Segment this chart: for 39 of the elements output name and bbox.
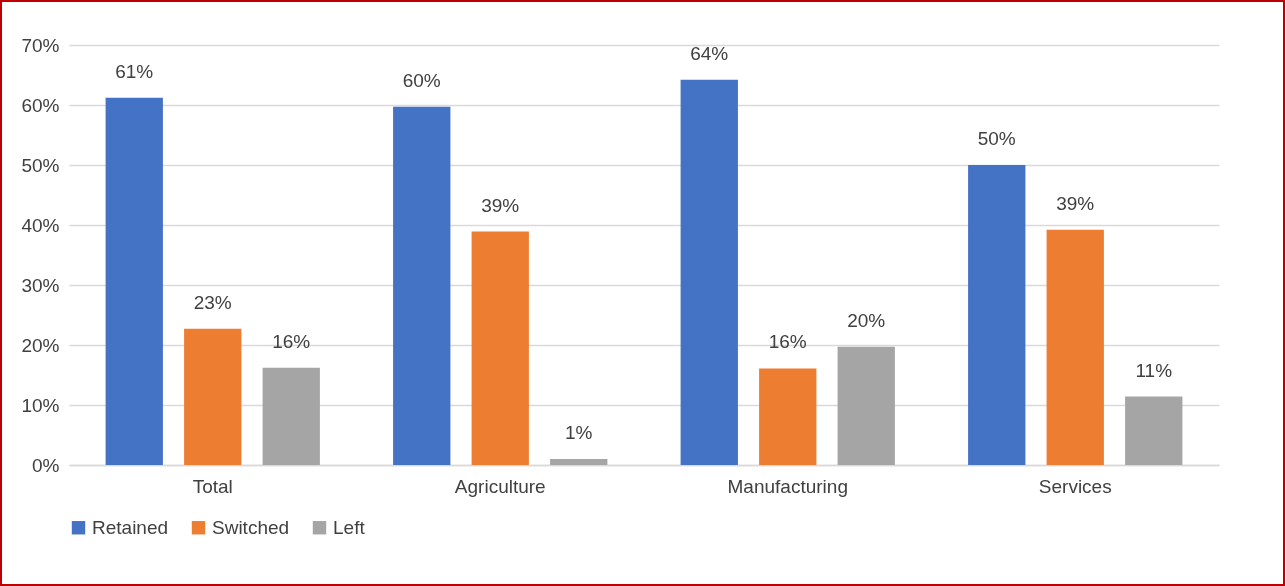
y-tick-label: 20% <box>21 334 60 356</box>
data-label: 11% <box>1135 359 1173 381</box>
bar <box>550 459 608 465</box>
legend-label: Switched <box>212 516 290 538</box>
y-tick-label: 40% <box>21 214 60 236</box>
data-label: 20% <box>847 309 886 331</box>
bar <box>471 231 529 465</box>
data-label: 64% <box>690 42 729 64</box>
data-label: 61% <box>115 60 154 82</box>
bar <box>184 328 242 465</box>
x-tick-label: Services <box>1038 475 1112 497</box>
y-tick-label: 0% <box>32 454 60 476</box>
bar <box>1125 396 1183 465</box>
data-label: 1% <box>565 422 593 443</box>
y-tick-label: 10% <box>21 394 60 416</box>
bar <box>105 97 163 465</box>
bar <box>1046 229 1104 465</box>
bar <box>968 165 1026 465</box>
data-label: 39% <box>481 194 520 216</box>
y-tick-label: 50% <box>21 154 60 176</box>
x-tick-label: Agriculture <box>454 475 546 497</box>
bar <box>680 79 738 465</box>
bar <box>262 367 320 465</box>
legend-label: Retained <box>92 516 169 538</box>
data-label: 60% <box>402 69 441 91</box>
data-label: 23% <box>193 291 232 313</box>
data-label: 16% <box>768 331 807 353</box>
legend-label: Left <box>333 516 366 538</box>
data-label: 50% <box>977 128 1016 149</box>
data-label: 39% <box>1056 192 1095 214</box>
bar <box>759 368 817 465</box>
x-tick-label: Manufacturing <box>727 475 848 497</box>
x-tick-label: Total <box>192 475 233 497</box>
y-tick-label: 70% <box>21 34 60 56</box>
y-tick-label: 60% <box>21 94 60 116</box>
bar <box>393 106 451 465</box>
y-tick-label: 30% <box>21 274 60 296</box>
data-label: 16% <box>272 330 311 352</box>
bar <box>837 346 895 465</box>
